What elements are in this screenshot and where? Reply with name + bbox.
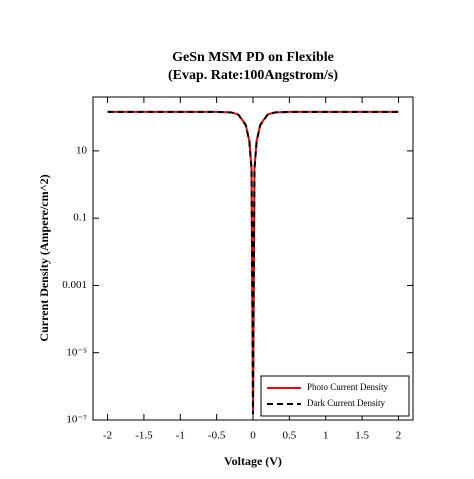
y-tick-label: 10⁻⁵ [66,346,87,358]
x-tick-label: 0.5 [282,430,296,442]
y-tick-label: 10⁻⁷ [66,414,87,426]
x-tick-label: 1 [323,430,329,442]
y-axis-label: Current Density (Ampere/cm^2) [37,174,51,341]
y-tick-label: 0.1 [73,212,87,224]
legend-label: Dark Current Density [307,398,385,408]
x-tick-label: 2 [396,430,402,442]
y-tick-label: 0.001 [62,279,87,291]
chart-title: GeSn MSM PD on Flexible [172,50,334,65]
chart-title: (Evap. Rate:100Angstrom/s) [168,68,338,83]
x-tick-label: 1.5 [355,430,369,442]
x-tick-label: -1.5 [135,430,153,442]
x-tick-label: 0 [250,430,256,442]
legend-label: Photo Current Density [307,382,388,392]
legend-box [260,375,410,417]
x-tick-label: -1 [176,430,185,442]
x-tick-label: -0.5 [208,430,226,442]
y-tick-label: 10 [76,144,88,156]
x-axis-label: Voltage (V) [224,454,282,468]
x-tick-label: -2 [103,430,112,442]
